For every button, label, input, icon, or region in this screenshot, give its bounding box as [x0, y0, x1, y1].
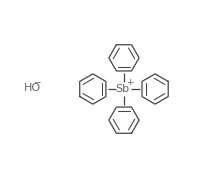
Text: +: +	[125, 78, 133, 87]
Text: −: −	[33, 77, 41, 86]
FancyBboxPatch shape	[117, 85, 130, 93]
Text: HO: HO	[24, 83, 41, 93]
Text: Sb: Sb	[115, 84, 129, 94]
